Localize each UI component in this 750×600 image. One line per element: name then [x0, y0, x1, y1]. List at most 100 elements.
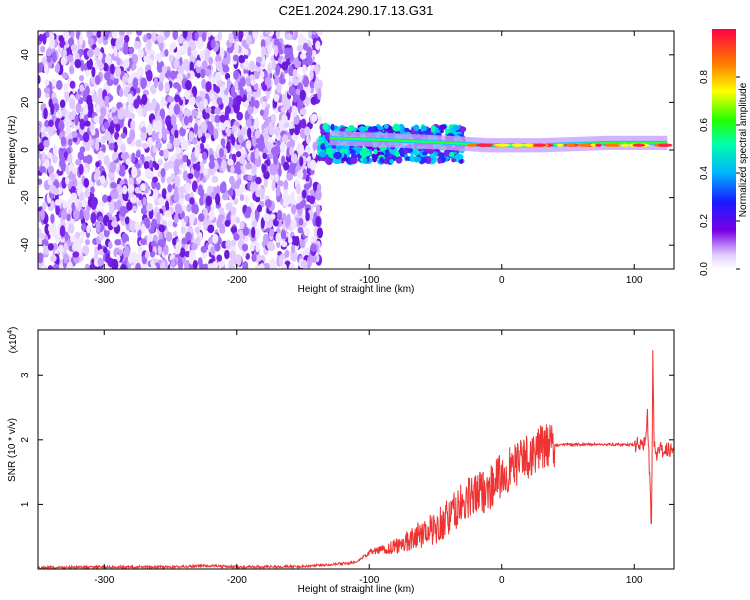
noise-cell — [211, 175, 219, 184]
noise-cell — [46, 152, 53, 159]
noise-cell — [184, 89, 191, 100]
noise-cell — [72, 167, 78, 175]
noise-cell — [161, 188, 167, 200]
noise-cell — [214, 114, 221, 124]
y-tick-label: 40 — [20, 49, 31, 61]
noise-cell — [276, 139, 281, 146]
noise-cell — [81, 223, 87, 232]
noise-cell — [137, 228, 142, 238]
x-tick-label: 100 — [626, 575, 643, 586]
band-hotspot — [511, 143, 526, 147]
noise-cell — [158, 224, 166, 233]
noise-cell — [156, 61, 164, 73]
noise-cell — [104, 54, 112, 66]
noise-cell — [199, 263, 205, 269]
noise-cell — [38, 237, 42, 247]
noise-cell — [62, 200, 68, 209]
noise-cell — [245, 162, 253, 170]
noise-cell — [119, 205, 127, 217]
noise-cell — [232, 54, 239, 62]
noise-cell — [210, 39, 216, 49]
cluster-cell — [362, 157, 368, 165]
noise-cell — [241, 243, 249, 252]
noise-cell — [262, 152, 268, 160]
noise-cell — [173, 137, 181, 149]
noise-cell — [299, 108, 307, 116]
noise-cell — [83, 114, 89, 123]
snr-y-scale-exponent: 4 — [7, 330, 14, 334]
noise-cell — [236, 111, 244, 121]
snr-y-scale: (x104) — [7, 327, 19, 354]
noise-cell — [184, 80, 192, 91]
noise-cell — [80, 199, 88, 208]
noise-cell — [67, 223, 75, 234]
noise-cell — [38, 252, 44, 264]
noise-cell — [176, 153, 183, 160]
noise-cell — [53, 187, 59, 196]
noise-cell — [46, 55, 52, 64]
y-tick-label: -20 — [20, 190, 31, 205]
noise-cell — [313, 82, 318, 89]
noise-cell — [114, 131, 120, 140]
noise-cell — [210, 246, 216, 256]
noise-cell — [50, 103, 55, 115]
cluster-cell — [452, 125, 460, 131]
noise-cell — [79, 118, 85, 130]
noise-cell — [184, 262, 190, 269]
cluster-cell — [332, 158, 342, 165]
noise-cell — [86, 224, 91, 234]
cluster-cell — [403, 149, 409, 154]
noise-cell — [302, 78, 308, 86]
noise-cell — [261, 46, 266, 58]
noise-cell — [258, 263, 265, 269]
noise-cell — [150, 264, 157, 269]
noise-cell — [123, 44, 129, 55]
snr-y-scale-text: (x104) — [7, 327, 19, 354]
noise-cell — [272, 219, 279, 227]
noise-cell — [155, 141, 163, 149]
cluster-cell — [429, 153, 436, 158]
noise-cell — [309, 69, 314, 80]
cluster-cell — [344, 127, 354, 132]
noise-cell — [165, 231, 173, 242]
noise-cell — [157, 158, 163, 166]
cluster-cell — [454, 153, 464, 160]
noise-cell — [91, 74, 96, 85]
noise-cell — [119, 34, 124, 45]
noise-cell — [138, 193, 143, 201]
noise-cell — [70, 31, 75, 40]
spectrogram-x-axis-label: Height of straight line (km) — [298, 284, 415, 295]
noise-cell — [225, 239, 232, 250]
noise-cell — [297, 226, 304, 234]
noise-cell — [259, 109, 264, 116]
noise-cell — [214, 107, 221, 115]
noise-cell — [239, 220, 245, 230]
noise-cell — [136, 176, 142, 184]
noise-cell — [84, 189, 91, 198]
noise-cell — [295, 88, 301, 95]
noise-cell — [224, 108, 229, 121]
noise-cell — [122, 185, 128, 195]
noise-cell — [48, 124, 55, 137]
noise-cell — [315, 40, 321, 51]
noise-cell — [291, 105, 298, 118]
noise-cell — [305, 211, 310, 222]
noise-cell — [299, 156, 304, 167]
noise-cell — [256, 204, 263, 213]
noise-cell — [220, 159, 227, 172]
noise-cell — [144, 250, 150, 259]
noise-cell — [233, 69, 239, 80]
noise-cell — [187, 46, 192, 57]
noise-cell — [264, 31, 272, 35]
noise-cell — [316, 227, 324, 239]
noise-cell — [59, 225, 66, 237]
noise-cell — [290, 191, 296, 201]
noise-cell — [128, 184, 135, 193]
noise-cell — [270, 113, 277, 124]
noise-cell — [303, 183, 311, 190]
noise-cell — [295, 203, 302, 210]
noise-cell — [118, 249, 123, 257]
noise-cell — [310, 235, 317, 243]
noise-cell — [113, 141, 118, 153]
noise-cell — [58, 35, 65, 42]
